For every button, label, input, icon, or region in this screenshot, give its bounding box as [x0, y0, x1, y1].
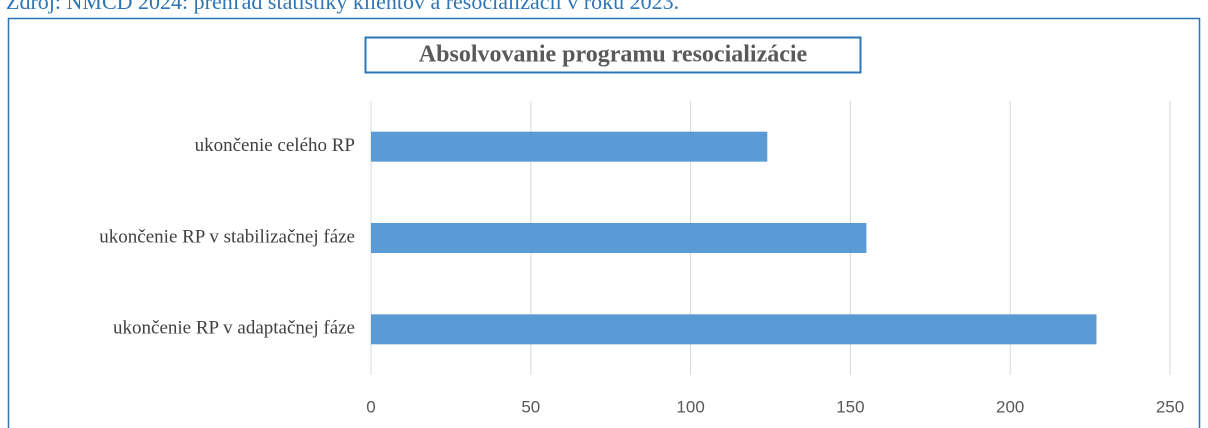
- x-tick-label: 100: [676, 397, 704, 416]
- x-tick-label: 150: [836, 397, 864, 416]
- bar: [371, 223, 867, 253]
- chart-frame: [7, 17, 1201, 428]
- title-box: [364, 36, 862, 74]
- caption: Zdroj: NMCD 2024: prehľad štatistiky kli…: [6, 0, 679, 14]
- bar: [371, 131, 768, 162]
- x-tick-label: 250: [1156, 397, 1184, 416]
- x-tick-label: 0: [366, 397, 375, 416]
- y-tick-label: ukončenie celého RP: [195, 135, 355, 156]
- x-tick-label: 50: [521, 397, 540, 416]
- chart-title: Absolvovanie programu resocializácie: [419, 42, 808, 68]
- x-tick-label: 200: [996, 397, 1024, 416]
- y-tick-label: ukončenie RP v adaptačnej fáze: [113, 318, 355, 339]
- bar: [371, 314, 1097, 345]
- y-tick-label: ukončenie RP v stabilizačnej fáze: [99, 226, 355, 247]
